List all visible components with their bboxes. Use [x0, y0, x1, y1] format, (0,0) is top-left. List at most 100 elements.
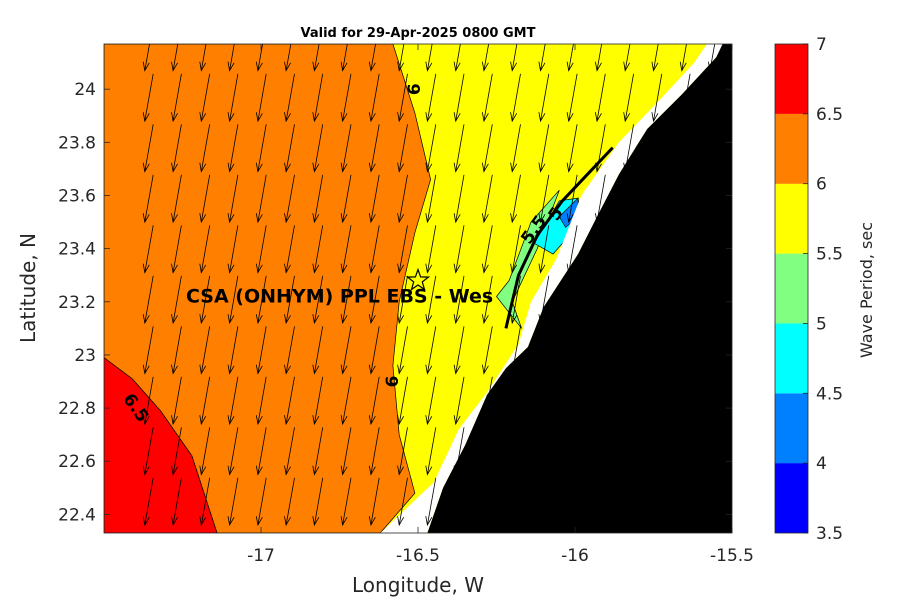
wave-direction-arrow	[651, 174, 663, 224]
station-marker-group: CSA (ONHYM) PPL EBS - Wes	[186, 267, 493, 308]
wave-direction-arrow	[482, 73, 493, 123]
wave-direction-arrow	[623, 73, 634, 123]
x-tick-label: -16.5	[396, 546, 440, 566]
wave-direction-arrow	[623, 44, 631, 72]
wave-direction-arrow	[538, 124, 550, 173]
wave-direction-arrow	[453, 124, 465, 173]
wave-direction-arrow	[538, 275, 550, 325]
wave-direction-arrow	[708, 427, 719, 476]
wave-direction-arrow	[679, 73, 691, 123]
wave-direction-arrow	[708, 275, 719, 325]
wave-direction-arrow	[171, 275, 182, 325]
x-axis-label: Longitude, W	[352, 573, 484, 597]
wave-direction-arrow	[368, 326, 380, 375]
wave-direction-arrow	[284, 225, 295, 274]
wave-direction-arrow	[566, 124, 578, 173]
wave-direction-arrow	[651, 477, 663, 527]
wave-direction-arrow	[425, 477, 437, 527]
y-tick-label: 23.6	[58, 186, 96, 206]
wave-direction-arrow	[171, 326, 182, 375]
wave-direction-arrow	[566, 477, 578, 527]
x-tick-label: -17	[247, 546, 275, 566]
colorbar: 3.5 4 4.5 5 5.5 6 6.5 7	[774, 35, 843, 544]
station-label: CSA (ONHYM) PPL EBS - Wes	[186, 286, 493, 308]
wave-direction-arrow	[679, 124, 691, 173]
wave-direction-arrow	[623, 477, 634, 527]
wave-direction-arrow	[708, 326, 719, 375]
wave-direction-arrow	[651, 124, 663, 173]
wave-direction-arrow	[368, 44, 376, 72]
wave-direction-arrow	[227, 477, 239, 527]
wave-direction-arrow	[368, 174, 380, 224]
wave-direction-arrow	[255, 477, 267, 527]
wave-direction-arrow	[708, 44, 716, 72]
wave-direction-arrow	[425, 225, 437, 274]
wave-direction-arrow	[227, 225, 239, 274]
wave-direction-arrow	[284, 124, 295, 173]
wave-direction-arrow	[142, 427, 154, 476]
wave-direction-arrow	[340, 225, 352, 274]
wave-direction-arrow	[425, 124, 437, 173]
wave-direction-arrow	[595, 477, 606, 527]
wave-direction-arrow	[255, 73, 267, 123]
wave-direction-arrow	[679, 275, 691, 325]
wave-direction-arrow	[368, 124, 380, 173]
wave-direction-arrow	[538, 326, 550, 375]
wave-direction-arrow	[340, 174, 352, 224]
wave-direction-arrow	[255, 225, 267, 274]
wave-direction-arrow	[255, 326, 267, 375]
wave-direction-arrow	[199, 427, 211, 476]
wave-direction-arrow	[510, 73, 521, 123]
wave-direction-arrow	[142, 326, 154, 375]
wave-direction-arrow	[510, 225, 521, 274]
wave-direction-arrow	[425, 376, 437, 426]
wave-direction-arrow	[595, 326, 606, 375]
colorbar-tick-label: 6	[816, 175, 827, 195]
wave-direction-arrow	[453, 73, 465, 123]
wave-direction-arrow	[312, 275, 324, 325]
wave-direction-arrow	[566, 275, 578, 325]
wave-direction-arrow	[397, 326, 408, 375]
wave-direction-arrow	[284, 477, 295, 527]
wave-direction-arrow	[453, 275, 465, 325]
wave-direction-arrow	[284, 44, 292, 72]
wave-direction-arrow	[651, 326, 663, 375]
wave-direction-arrow	[538, 44, 546, 72]
wave-direction-arrow	[284, 427, 295, 476]
wave-direction-arrow	[595, 124, 606, 173]
wave-direction-arrow	[538, 174, 550, 224]
wave-direction-arrow	[340, 124, 352, 173]
x-tick-label: -15.5	[710, 546, 754, 566]
wave-direction-arrow	[482, 427, 493, 476]
wave-direction-arrow	[510, 124, 521, 173]
wave-direction-arrow	[595, 225, 606, 274]
y-tick-label: 24	[74, 80, 96, 100]
wave-direction-arrow	[482, 376, 493, 426]
wave-direction-arrow	[566, 73, 578, 123]
wave-direction-arrow	[510, 174, 521, 224]
wave-direction-arrow	[142, 275, 154, 325]
wave-direction-arrow	[340, 44, 348, 72]
wave-direction-arrow	[595, 376, 606, 426]
wave-direction-arrow	[425, 427, 437, 476]
wave-direction-arrow	[397, 427, 408, 476]
wave-direction-arrow	[199, 275, 211, 325]
wave-direction-arrow	[425, 44, 433, 72]
wave-direction-arrow	[142, 225, 154, 274]
wave-direction-arrow	[679, 44, 687, 72]
wave-direction-arrow	[595, 275, 606, 325]
wave-direction-arrow	[566, 376, 578, 426]
colorbar-tick-label: 7	[816, 35, 827, 55]
y-axis-ticks: 22.4 22.6 22.8 23 23.2 23.4 23.6 23.8 24	[58, 80, 732, 525]
coastline-detail	[504, 146, 614, 329]
wave-direction-arrow	[199, 73, 211, 123]
wave-direction-arrow	[397, 376, 408, 426]
wave-direction-arrow	[510, 477, 521, 527]
wave-direction-arrow	[171, 73, 182, 123]
wave-direction-arrow	[510, 326, 521, 375]
red-6.5-to-7-region	[104, 357, 218, 533]
wave-direction-arrow	[453, 427, 465, 476]
wave-direction-arrow	[397, 225, 408, 274]
wave-direction-arrow	[142, 174, 154, 224]
wave-direction-arrow	[142, 477, 154, 527]
